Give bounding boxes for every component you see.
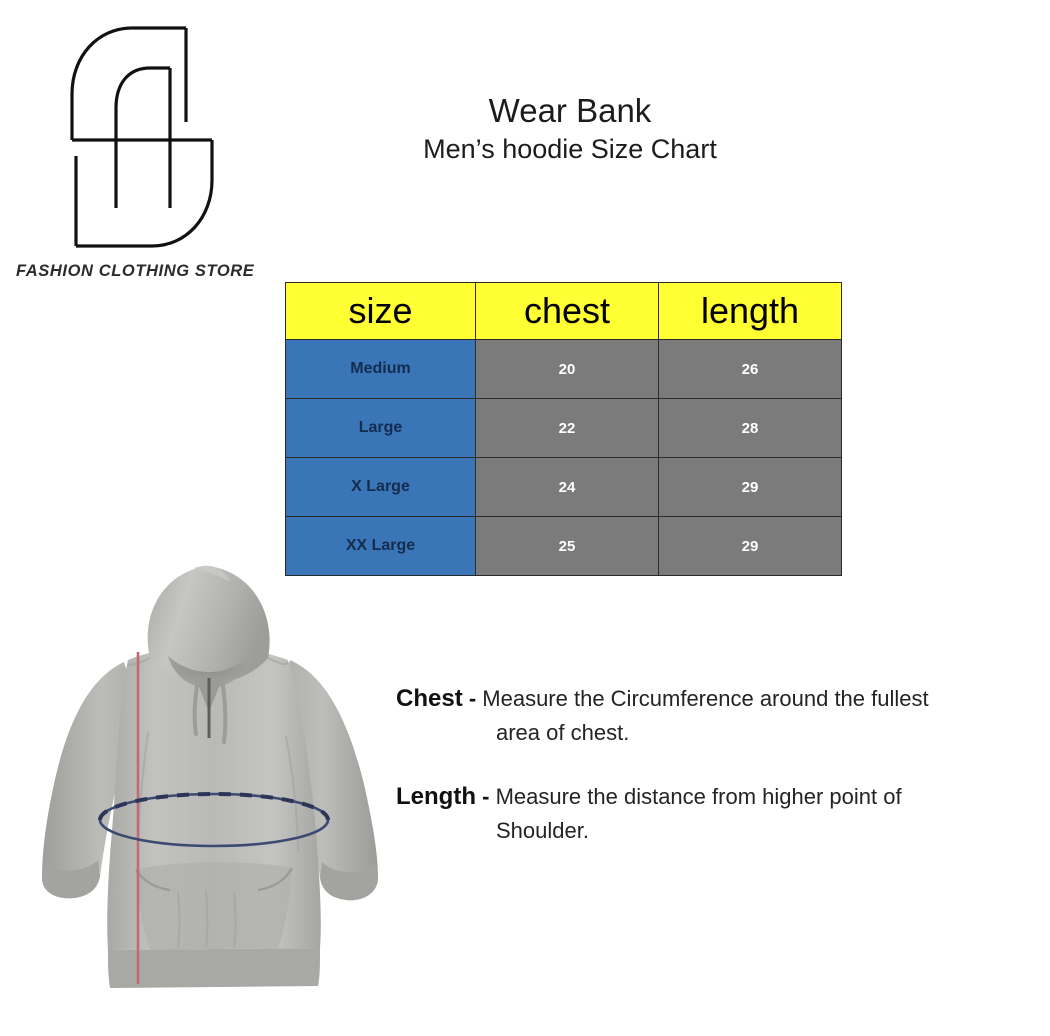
table-header-row: size chest length <box>285 282 842 340</box>
guide-dash: - <box>468 686 477 711</box>
cell-chest: 25 <box>475 516 659 576</box>
brand-tagline: FASHION CLOTHING STORE <box>16 262 255 280</box>
guide-chest: Chest - Measure the Circumference around… <box>396 682 1050 750</box>
column-header-length: length <box>658 282 842 340</box>
guide-chest-line2: area of chest. <box>496 720 630 745</box>
guide-chest-line1: Measure the Circumference around the ful… <box>482 686 929 711</box>
table-row: Large 22 28 <box>285 398 842 458</box>
table-row: XX Large 25 29 <box>285 516 842 576</box>
grey-pullover-hoodie-photo <box>28 552 400 1036</box>
page-title: Wear Bank <box>488 92 652 129</box>
page-subtitle: Men’s hoodie Size Chart <box>423 134 717 164</box>
guide-length-line2: Shoulder. <box>496 818 589 843</box>
table-row: Medium 20 26 <box>285 339 842 399</box>
cell-size: Medium <box>285 339 476 399</box>
column-header-chest: chest <box>475 282 659 340</box>
cell-length: 29 <box>658 516 842 576</box>
cell-chest: 22 <box>475 398 659 458</box>
cell-chest: 20 <box>475 339 659 399</box>
measurement-guide: Chest - Measure the Circumference around… <box>396 682 1050 878</box>
guide-dash: - <box>482 784 490 809</box>
cell-size: Large <box>285 398 476 458</box>
cell-length: 28 <box>658 398 842 458</box>
cell-size: XX Large <box>285 516 476 576</box>
size-chart-table: size chest length Medium 20 26 Large 22 … <box>285 282 842 576</box>
cell-length: 26 <box>658 339 842 399</box>
guide-term-chest: Chest <box>396 685 463 712</box>
title-block: Wear Bank Men’s hoodie Size Chart <box>330 90 810 167</box>
guide-length: Length - Measure the distance from highe… <box>396 780 1050 848</box>
guide-term-length: Length <box>396 783 476 810</box>
cell-chest: 24 <box>475 457 659 517</box>
cell-size: X Large <box>285 457 476 517</box>
fd-monogram-logo-icon <box>62 22 222 254</box>
cell-length: 29 <box>658 457 842 517</box>
column-header-size: size <box>285 282 476 340</box>
table-row: X Large 24 29 <box>285 457 842 517</box>
guide-length-line1: Measure the distance from higher point o… <box>495 784 902 809</box>
